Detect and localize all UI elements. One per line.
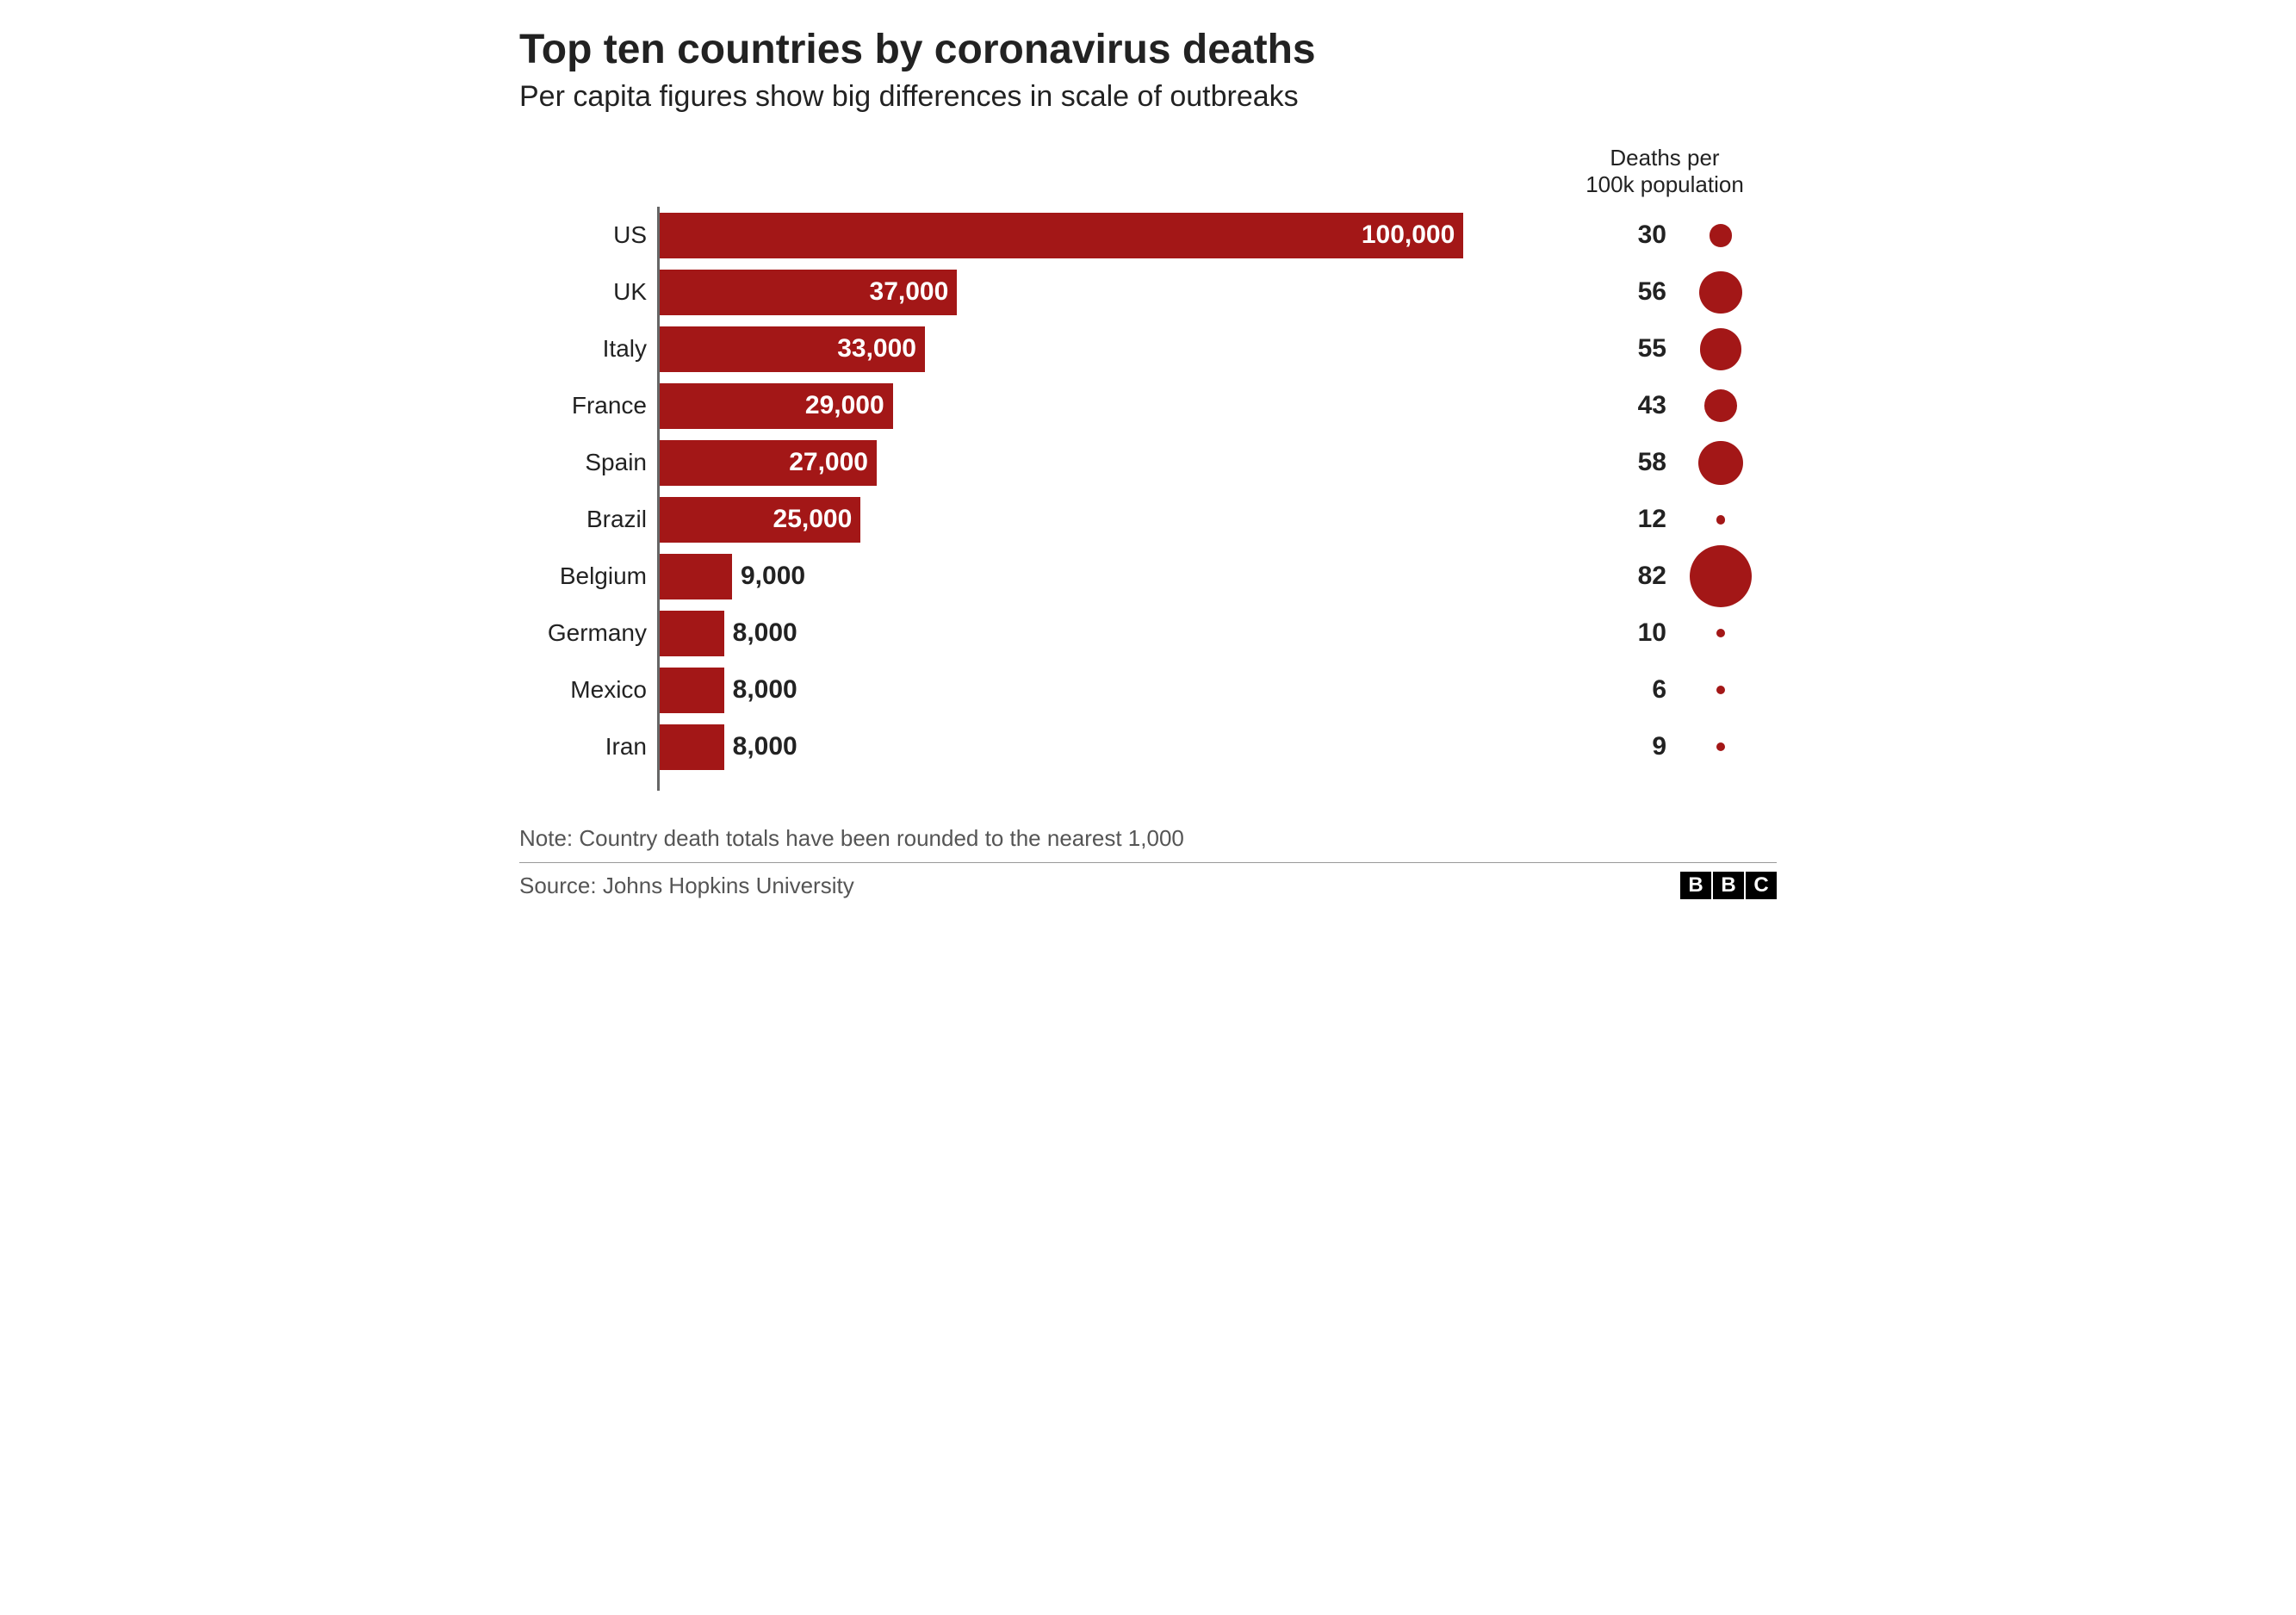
circle-wrap <box>1682 515 1759 525</box>
bbc-logo-letter: B <box>1680 872 1711 899</box>
circle-wrap <box>1682 328 1759 370</box>
per-capita-circle <box>1704 389 1737 422</box>
country-label: Belgium <box>519 548 657 605</box>
per-capita-cell: 56 <box>1553 264 1777 320</box>
per-capita-cell: 43 <box>1553 377 1777 434</box>
chart-footer: Source: Johns Hopkins University BBC <box>519 862 1777 899</box>
circle-wrap <box>1682 629 1759 637</box>
bar-track: 8,000 <box>657 718 1553 775</box>
per-capita-value: 6 <box>1632 675 1666 705</box>
per-capita-value: 56 <box>1632 277 1666 307</box>
per-capita-value: 30 <box>1632 221 1666 250</box>
bar-value: 8,000 <box>733 618 797 648</box>
bar-value: 9,000 <box>741 562 805 591</box>
bar-track: 37,000 <box>657 264 1553 320</box>
country-label: Spain <box>519 434 657 491</box>
bar-track: 27,000 <box>657 434 1553 491</box>
country-label: France <box>519 377 657 434</box>
bar-track: 29,000 <box>657 377 1553 434</box>
bar-track: 25,000 <box>657 491 1553 548</box>
per-capita-cell: 6 <box>1553 662 1777 718</box>
bbc-logo: BBC <box>1680 872 1777 899</box>
chart-subtitle: Per capita figures show big differences … <box>519 80 1777 114</box>
per-capita-circle <box>1699 271 1741 314</box>
per-capita-cell: 55 <box>1553 320 1777 377</box>
bar: 27,000 <box>660 440 877 486</box>
bar-value: 8,000 <box>733 732 797 761</box>
chart-title: Top ten countries by coronavirus deaths <box>519 26 1777 73</box>
per-capita-value: 82 <box>1632 562 1666 591</box>
axis-tail <box>657 775 1553 791</box>
per-capita-circle <box>1690 545 1752 607</box>
per-capita-circle <box>1716 742 1725 751</box>
per-capita-header-line1: Deaths per <box>1553 145 1777 171</box>
bar-value: 25,000 <box>773 505 853 534</box>
per-capita-circle <box>1698 441 1742 485</box>
per-capita-value: 10 <box>1632 618 1666 648</box>
source-label: Source: Johns Hopkins University <box>519 873 854 899</box>
circle-wrap <box>1682 224 1759 246</box>
bar <box>660 554 732 599</box>
bar-value: 37,000 <box>870 277 949 307</box>
per-capita-cell: 82 <box>1553 548 1777 605</box>
bar: 100,000 <box>660 213 1463 258</box>
per-capita-cell: 12 <box>1553 491 1777 548</box>
bar-track: 9,000 <box>657 548 1553 605</box>
bar: 33,000 <box>660 326 925 372</box>
country-label: UK <box>519 264 657 320</box>
bar-value: 33,000 <box>837 334 916 363</box>
per-capita-value: 9 <box>1632 732 1666 761</box>
per-capita-value: 55 <box>1632 334 1666 363</box>
bar <box>660 668 724 713</box>
bar-value: 8,000 <box>733 675 797 705</box>
per-capita-cell: 58 <box>1553 434 1777 491</box>
circle-wrap <box>1682 742 1759 751</box>
bar-value: 29,000 <box>805 391 884 420</box>
country-label: Brazil <box>519 491 657 548</box>
per-capita-circle <box>1700 328 1741 370</box>
bbc-logo-letter: B <box>1713 872 1744 899</box>
per-capita-cell: 10 <box>1553 605 1777 662</box>
chart-container: Top ten countries by coronavirus deaths … <box>519 26 1777 899</box>
bar-track: 33,000 <box>657 320 1553 377</box>
per-capita-value: 43 <box>1632 391 1666 420</box>
circle-wrap <box>1682 441 1759 485</box>
per-capita-circle <box>1716 515 1726 525</box>
country-label: Mexico <box>519 662 657 718</box>
country-label: US <box>519 207 657 264</box>
bar: 25,000 <box>660 497 860 543</box>
country-label: Italy <box>519 320 657 377</box>
bar-track: 100,000 <box>657 207 1553 264</box>
bar-value: 27,000 <box>789 448 868 477</box>
country-label: Germany <box>519 605 657 662</box>
bar-track: 8,000 <box>657 605 1553 662</box>
circle-wrap <box>1682 545 1759 607</box>
per-capita-circle <box>1716 686 1725 694</box>
bar <box>660 611 724 656</box>
chart-note: Note: Country death totals have been rou… <box>519 825 1777 852</box>
circle-wrap <box>1682 389 1759 422</box>
bar <box>660 724 724 770</box>
chart-body: Deaths per 100k population US 100,000 30 UK… <box>519 145 1777 791</box>
circle-wrap <box>1682 686 1759 694</box>
per-capita-value: 58 <box>1632 448 1666 477</box>
bbc-logo-letter: C <box>1746 872 1777 899</box>
per-capita-circle <box>1710 224 1732 246</box>
per-capita-header-line2: 100k population <box>1553 171 1777 198</box>
country-label: Iran <box>519 718 657 775</box>
per-capita-cell: 9 <box>1553 718 1777 775</box>
bar: 29,000 <box>660 383 893 429</box>
per-capita-cell: 30 <box>1553 207 1777 264</box>
per-capita-circle <box>1716 629 1725 637</box>
bar: 37,000 <box>660 270 957 315</box>
circle-wrap <box>1682 271 1759 314</box>
per-capita-value: 12 <box>1632 505 1666 534</box>
bar-track: 8,000 <box>657 662 1553 718</box>
per-capita-header: Deaths per 100k population <box>1553 145 1777 198</box>
bar-value: 100,000 <box>1362 221 1455 250</box>
